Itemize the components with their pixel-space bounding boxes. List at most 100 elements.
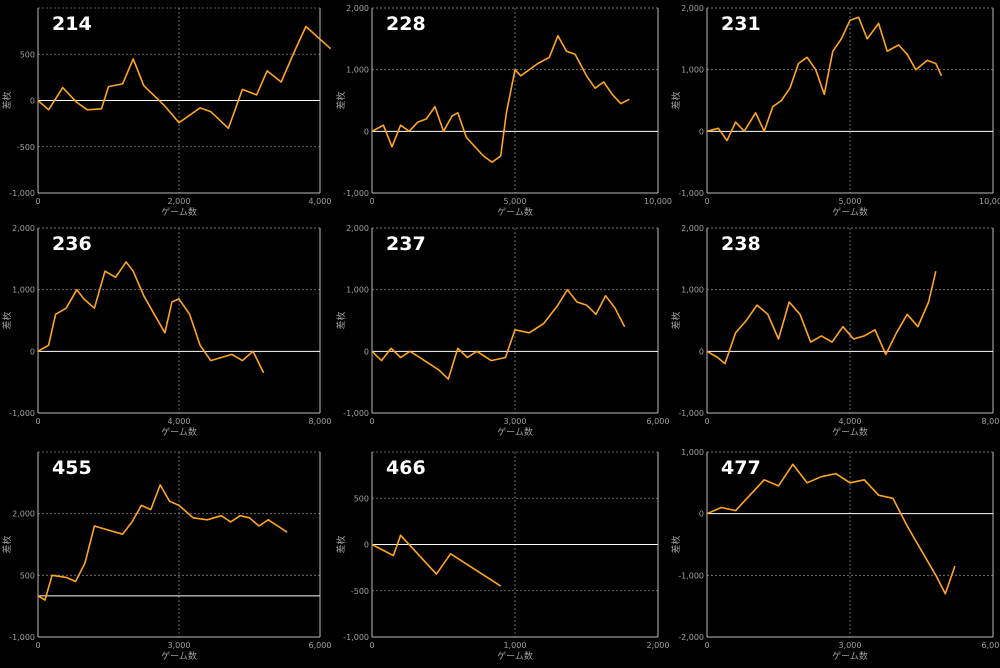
x-tick-label: 10,000	[979, 197, 1000, 206]
y-axis-title: 差枚	[670, 91, 682, 109]
x-tick-label: 1,000	[504, 641, 527, 650]
x-tick-label: 3,000	[168, 641, 191, 650]
y-tick-label: 0	[699, 510, 704, 519]
y-tick-label: -500	[17, 143, 35, 152]
machine-number-label: 236	[52, 233, 92, 255]
x-axis-title: ゲーム数	[497, 426, 533, 438]
series-line	[371, 288, 626, 380]
y-tick-label: 2,000	[681, 224, 704, 233]
chart-panel-455: -1,000 500 2,000 0 3,000 6,000 ゲーム数 差枚 455	[1, 451, 332, 662]
y-tick-label: -1,000	[343, 409, 369, 418]
x-tick-label: 3,000	[504, 417, 527, 426]
y-tick-label: 0	[30, 347, 35, 356]
y-tick-label: 2,000	[681, 4, 704, 13]
machine-number-label: 237	[386, 233, 426, 255]
y-tick-label: -1,000	[343, 189, 369, 198]
machine-number-label: 466	[386, 457, 426, 479]
series-line	[706, 16, 943, 142]
x-tick-label: 8,000	[309, 417, 332, 426]
y-axis-title: 差枚	[1, 91, 13, 109]
series-line	[371, 534, 502, 587]
y-tick-label: 0	[699, 127, 704, 136]
y-axis-title: 差枚	[335, 311, 347, 329]
y-tick-label: 2,000	[12, 224, 35, 233]
y-tick-label: -1,000	[9, 633, 35, 642]
y-tick-label: -1,000	[678, 189, 704, 198]
y-tick-label: 500	[354, 494, 369, 503]
y-tick-label: -1,000	[9, 189, 35, 198]
x-tick-label: 6,000	[982, 641, 1000, 650]
y-tick-label: 0	[364, 127, 369, 136]
y-tick-label: 1,000	[12, 286, 35, 295]
y-tick-label: 500	[20, 571, 35, 580]
y-tick-label: -500	[351, 587, 369, 596]
y-axis-title: 差枚	[1, 311, 13, 329]
machine-number-label: 228	[386, 13, 426, 35]
y-tick-label: -1,000	[343, 633, 369, 642]
x-tick-label: 8,000	[982, 417, 1000, 426]
x-axis-title: ゲーム数	[497, 206, 533, 218]
y-tick-label: 2,000	[346, 224, 369, 233]
x-tick-label: 0	[369, 641, 374, 650]
y-tick-label: 2,000	[346, 4, 369, 13]
x-axis-title: ゲーム数	[161, 650, 197, 662]
x-axis-title: ゲーム数	[497, 650, 533, 662]
x-tick-label: 5,000	[504, 197, 527, 206]
x-tick-label: 2,000	[647, 641, 670, 650]
x-tick-label: 4,000	[839, 417, 862, 426]
series-line	[706, 271, 937, 365]
x-tick-label: 3,000	[839, 641, 862, 650]
x-tick-label: 0	[35, 641, 40, 650]
machine-number-label: 477	[721, 457, 761, 479]
x-axis-title: ゲーム数	[832, 650, 868, 662]
x-tick-label: 4,000	[168, 417, 191, 426]
x-tick-label: 0	[369, 197, 374, 206]
x-tick-label: 4,000	[309, 197, 332, 206]
chart-panel-214: -1,000 -500 0 500 0 2,000 4,000 ゲーム数 差枚 214	[1, 7, 332, 218]
y-tick-label: 1,000	[681, 66, 704, 75]
x-tick-label: 0	[35, 417, 40, 426]
series-line	[37, 484, 288, 601]
x-axis-title: ゲーム数	[161, 426, 197, 438]
series-line	[37, 25, 332, 130]
x-tick-label: 6,000	[647, 417, 670, 426]
y-tick-label: 500	[20, 50, 35, 59]
y-axis-title: 差枚	[1, 535, 13, 553]
y-axis-title: 差枚	[335, 535, 347, 553]
x-tick-label: 10,000	[644, 197, 672, 206]
chart-panel-477: -2,000 -1,000 0 1,000 0 3,000 6,000 ゲーム数 差枚 477	[670, 448, 1000, 662]
y-axis-title: 差枚	[670, 535, 682, 553]
machine-number-label: 231	[721, 13, 761, 35]
y-tick-label: 1,000	[681, 448, 704, 457]
x-tick-label: 0	[704, 417, 709, 426]
y-tick-label: 0	[699, 347, 704, 356]
x-tick-label: 0	[35, 197, 40, 206]
y-tick-label: 0	[364, 541, 369, 550]
y-tick-label: -1,000	[9, 409, 35, 418]
series-line	[37, 261, 265, 374]
machine-number-label: 238	[721, 233, 761, 255]
y-axis-title: 差枚	[335, 91, 347, 109]
y-axis-title: 差枚	[670, 311, 682, 329]
x-tick-label: 0	[369, 417, 374, 426]
x-tick-label: 6,000	[309, 641, 332, 650]
x-axis-title: ゲーム数	[832, 206, 868, 218]
y-tick-label: 1,000	[346, 286, 369, 295]
machine-number-label: 455	[52, 457, 92, 479]
y-tick-label: -1,000	[678, 409, 704, 418]
y-tick-label: 2,000	[12, 510, 35, 519]
y-tick-label: 0	[30, 97, 35, 106]
x-axis-title: ゲーム数	[832, 426, 868, 438]
x-tick-label: 2,000	[168, 197, 191, 206]
x-tick-label: 0	[704, 197, 709, 206]
x-tick-label: 0	[704, 641, 709, 650]
x-axis-title: ゲーム数	[161, 206, 197, 218]
x-tick-label: 5,000	[839, 197, 862, 206]
series-line	[371, 34, 630, 163]
